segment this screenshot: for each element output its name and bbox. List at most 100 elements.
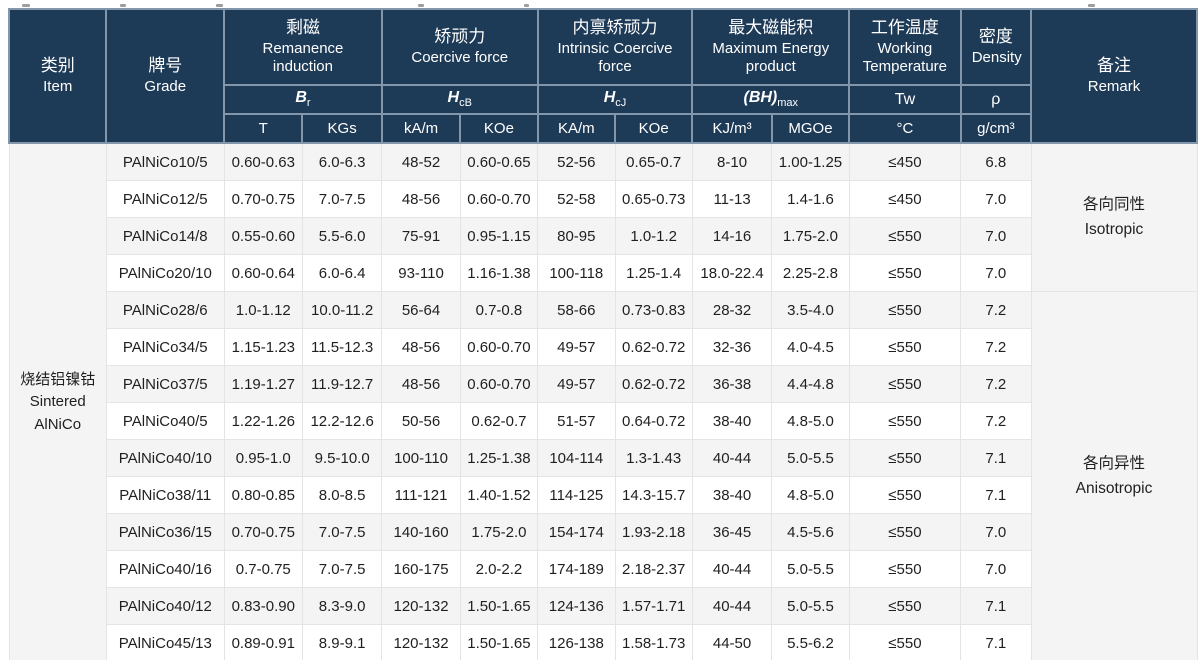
value-cell: 0.80-0.85 [223,476,303,514]
value-cell: 0.62-0.72 [614,328,693,366]
unit-kam-cj: KA/m [536,113,617,144]
value-cell: 0.60-0.65 [459,142,539,181]
value-cell: 0.60-0.64 [223,254,303,292]
value-cell: 7.2 [960,402,1032,440]
grade-cell: PAlNiCo14/8 [105,217,225,255]
grade-cell: PAlNiCo38/11 [105,476,225,514]
value-cell: 114-125 [537,476,616,514]
value-cell: 6.8 [960,142,1032,181]
value-cell: 36-38 [691,365,773,403]
value-cell: 5.0-5.5 [771,550,850,588]
symbol-bhmax-sub: max [777,97,799,110]
value-cell: 0.62-0.72 [614,365,693,403]
remark-header-en: Remark [1087,78,1141,96]
value-cell: 1.3-1.43 [614,439,693,477]
unit-koe-cb: KOe [459,113,539,144]
value-cell: 1.75-2.0 [459,513,539,551]
value-cell: 4.5-5.6 [771,513,850,551]
energy-header-en: Maximum Energy product [712,40,830,76]
value-cell: 7.0-7.5 [301,513,383,551]
value-cell: 8.3-9.0 [301,587,383,625]
value-cell: 3.5-4.0 [771,291,850,329]
value-cell: 48-56 [381,180,461,218]
header-symbol-row: Br HcB HcJ (BH)max Tw ρ [9,84,1197,115]
value-cell: 100-110 [381,439,461,477]
value-cell: 0.83-0.90 [223,587,303,625]
table-row: PAlNiCo40/5 1.22-1.26 12.2-12.6 50-56 0.62-0… [9,402,1197,440]
value-cell: 1.93-2.18 [614,513,693,551]
value-cell: 0.7-0.75 [223,550,303,588]
value-cell: 1.50-1.65 [459,587,539,625]
unit-koe-cj: KOe [613,113,694,144]
value-cell: 1.0-1.12 [223,291,303,329]
value-cell: 7.1 [960,439,1032,477]
value-cell: 154-174 [537,513,616,551]
value-cell: ≤550 [848,328,962,366]
unit-kjm3: KJ/m³ [691,113,773,144]
symbol-bhmax-base: (BH) [743,89,778,107]
value-cell: 1.40-1.52 [459,476,539,514]
value-cell: 51-57 [537,402,616,440]
symbol-rho: ρ [959,84,1033,115]
remanence-header-zh: 剩磁 [285,18,320,38]
value-cell: 48-56 [381,365,461,403]
value-cell: 120-132 [381,624,461,660]
value-cell: 2.25-2.8 [771,254,850,292]
value-cell: 0.60-0.63 [223,142,303,181]
value-cell: 4.0-4.5 [771,328,850,366]
value-cell: 1.25-1.4 [614,254,693,292]
value-cell: 1.58-1.73 [614,624,693,660]
value-cell: 1.15-1.23 [223,328,303,366]
unit-kgs: KGs [301,113,383,144]
value-cell: 0.89-0.91 [223,624,303,660]
value-cell: 140-160 [381,513,461,551]
symbol-br-sub: r [306,97,311,110]
value-cell: 11-13 [691,180,773,218]
col-header-energy: 最大磁能积 Maximum Energy product [691,8,851,86]
value-cell: 7.0 [960,254,1032,292]
table-row: PAlNiCo38/11 0.80-0.85 8.0-8.5 111-121 1.40-… [9,476,1197,514]
value-cell: 38-40 [691,402,773,440]
value-cell: 7.2 [960,365,1032,403]
value-cell: 4.4-4.8 [771,365,850,403]
value-cell: 2.0-2.2 [459,550,539,588]
value-cell: 1.57-1.71 [614,587,693,625]
value-cell: ≤550 [848,624,962,660]
value-cell: 1.16-1.38 [459,254,539,292]
header-units-row: T KGs kA/m KOe KA/m KOe KJ/m³ MGOe °C g/… [9,113,1197,144]
value-cell: 58-66 [537,291,616,329]
value-cell: ≤450 [848,180,962,218]
value-cell: 7.1 [960,624,1032,660]
intrinsic-header-zh: 内禀矫顽力 [572,18,658,38]
col-header-grade: 牌号 Grade [105,8,226,144]
value-cell: ≤550 [848,439,962,477]
value-cell: 49-57 [537,328,616,366]
table-body: 烧结铝镍钴 Sintered AlNiCo PAlNiCo10/5 0.60-0.63 6… [8,142,1198,660]
value-cell: 10.0-11.2 [301,291,383,329]
remark-cell: 各向同性 Isotropic [1030,142,1198,292]
value-cell: 52-58 [537,180,616,218]
value-cell: 14.3-15.7 [614,476,693,514]
grade-cell: PAlNiCo40/10 [105,439,225,477]
grade-cell: PAlNiCo20/10 [105,254,225,292]
value-cell: 5.0-5.5 [771,587,850,625]
value-cell: ≤550 [848,217,962,255]
value-cell: 174-189 [537,550,616,588]
col-header-temperature: 工作温度 Working Temperature [848,8,962,86]
grade-cell: PAlNiCo36/15 [105,513,225,551]
table-row: PAlNiCo40/12 0.83-0.90 8.3-9.0 120-132 1.50-… [9,587,1197,625]
value-cell: 7.0 [960,513,1032,551]
value-cell: 14-16 [691,217,773,255]
value-cell: ≤550 [848,513,962,551]
value-cell: 40-44 [691,439,773,477]
value-cell: 1.19-1.27 [223,365,303,403]
value-cell: 93-110 [381,254,461,292]
value-cell: ≤550 [848,291,962,329]
unit-celsius: °C [848,113,962,144]
unit-mgoe: MGOe [770,113,851,144]
value-cell: 8-10 [691,142,773,181]
value-cell: 2.18-2.37 [614,550,693,588]
value-cell: 0.70-0.75 [223,513,303,551]
table-row: PAlNiCo14/8 0.55-0.60 5.5-6.0 75-91 0.95-1.1… [9,217,1197,255]
value-cell: 124-136 [537,587,616,625]
